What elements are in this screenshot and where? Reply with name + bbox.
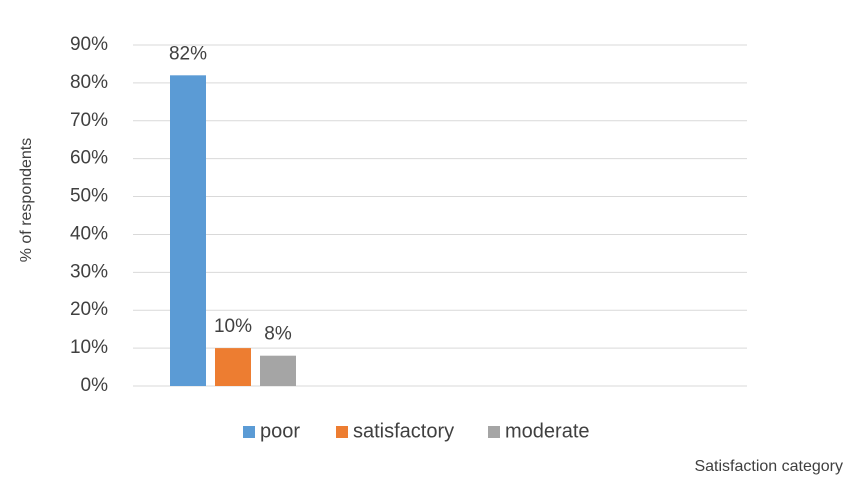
x-axis-title: Satisfaction category [694, 458, 843, 475]
legend-swatch-satisfactory [336, 426, 348, 438]
bar-poor [170, 75, 206, 387]
legend-swatch-moderate [488, 426, 500, 438]
y-tick-label: 40% [70, 223, 108, 244]
y-axis-title: % of respondents [18, 138, 35, 263]
data-label-moderate: 8% [264, 324, 292, 345]
y-tick-label: 0% [81, 375, 109, 396]
y-axis-tick-labels: 0% 10% 20% 30% 40% 50% 60% 70% 80% 90% [70, 34, 108, 396]
y-tick-label: 30% [70, 261, 108, 282]
y-tick-label: 20% [70, 299, 108, 320]
legend-label-moderate: moderate [505, 420, 590, 442]
legend-swatch-poor [243, 426, 255, 438]
y-tick-label: 70% [70, 110, 108, 131]
bar-satisfactory [215, 348, 251, 386]
legend-label-poor: poor [260, 420, 300, 442]
legend: poor satisfactory moderate [243, 420, 590, 442]
data-label-satisfactory: 10% [214, 316, 252, 337]
bars [170, 75, 296, 387]
y-tick-label: 50% [70, 186, 108, 207]
y-tick-label: 60% [70, 148, 108, 169]
y-tick-label: 10% [70, 337, 108, 358]
legend-label-satisfactory: satisfactory [353, 420, 454, 442]
data-label-poor: 82% [169, 43, 207, 64]
y-tick-label: 80% [70, 72, 108, 93]
bar-moderate [260, 355, 296, 386]
data-labels: 82% 10% 8% [169, 43, 292, 344]
y-tick-label: 90% [70, 34, 108, 55]
